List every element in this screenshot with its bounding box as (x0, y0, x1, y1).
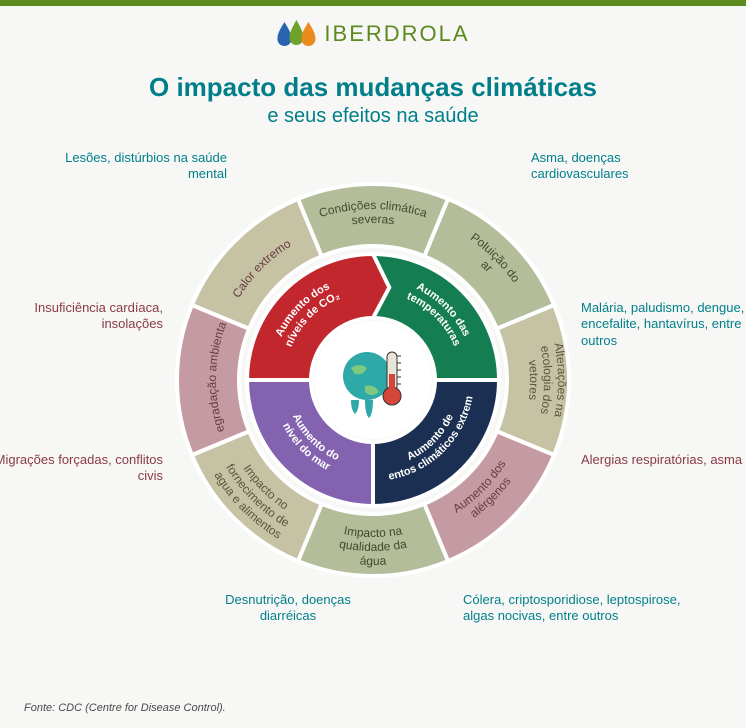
effect-label-3: Cólera, criptosporidiose, leptospirose, … (463, 592, 703, 625)
page-title: O impacto das mudanças climáticas e seus… (0, 72, 746, 128)
outer-seg-label-7: severas (351, 212, 395, 227)
source-footer: Fonte: CDC (Centre for Disease Control). (24, 702, 226, 714)
effect-label-2: Alergias respiratórias, asma (581, 452, 746, 468)
title-main: O impacto das mudanças climáticas (0, 72, 746, 103)
effect-label-7: Lesões, distúrbios na saúde mental (57, 150, 227, 183)
wheel-diagram: Poluição doarAlterações naecologia dosve… (103, 160, 643, 700)
effect-label-1: Malária, paludismo, dengue, encefalite, … (581, 300, 746, 349)
brand-drops-icon (276, 20, 316, 48)
effect-label-5: Migrações forçadas, conflitos civis (0, 452, 163, 485)
title-sub: e seus efeitos na saúde (0, 105, 746, 128)
brand-name: IBERDROLA (324, 21, 469, 47)
accent-bar (0, 0, 746, 6)
effect-label-4: Desnutrição, doenças diarréicas (203, 592, 373, 625)
effect-label-0: Asma, doenças cardiovasculares (531, 150, 701, 183)
brand-logo: IBERDROLA (276, 20, 469, 48)
outer-seg-label-3: água (359, 554, 386, 568)
effect-label-6: Insuficiência cardíaca, insolações (0, 300, 163, 333)
